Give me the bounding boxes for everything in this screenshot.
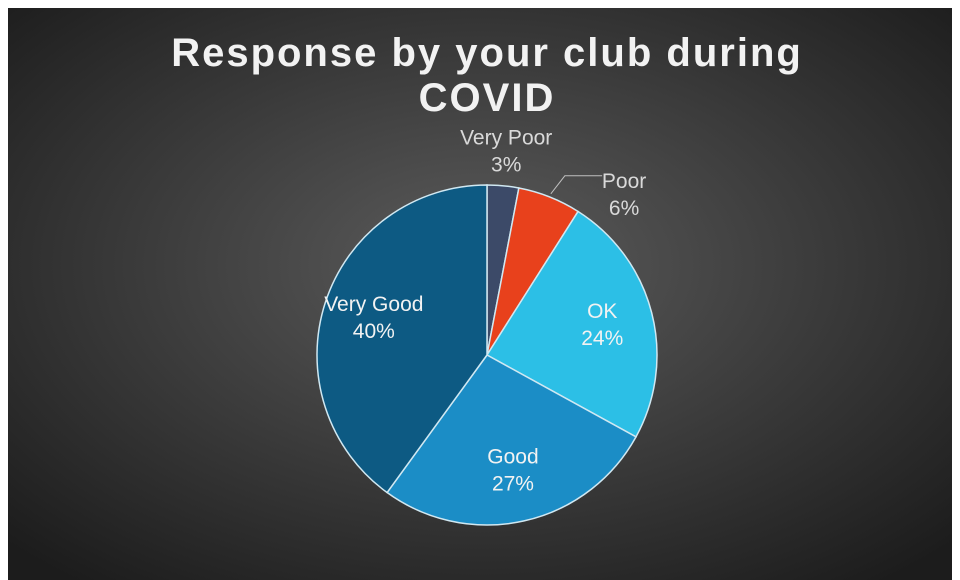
chart-title: Response by your club during COVID <box>171 31 803 120</box>
data-label-category: Good <box>487 446 538 469</box>
data-label-value: 40% <box>353 320 395 343</box>
data-label-value: 6% <box>609 197 639 220</box>
data-label-category: Very Poor <box>460 126 552 149</box>
data-label-category: Very Good <box>324 293 423 316</box>
data-label-category: OK <box>587 300 617 323</box>
data-label-value: 24% <box>581 327 623 350</box>
leader-line <box>550 175 603 195</box>
pie-slice <box>485 210 658 438</box>
pie-slice <box>386 354 637 526</box>
data-label-category: Poor <box>602 170 646 193</box>
pie-slice <box>316 184 488 494</box>
data-label-value: 27% <box>492 473 534 496</box>
data-label-value: 3% <box>491 153 521 176</box>
